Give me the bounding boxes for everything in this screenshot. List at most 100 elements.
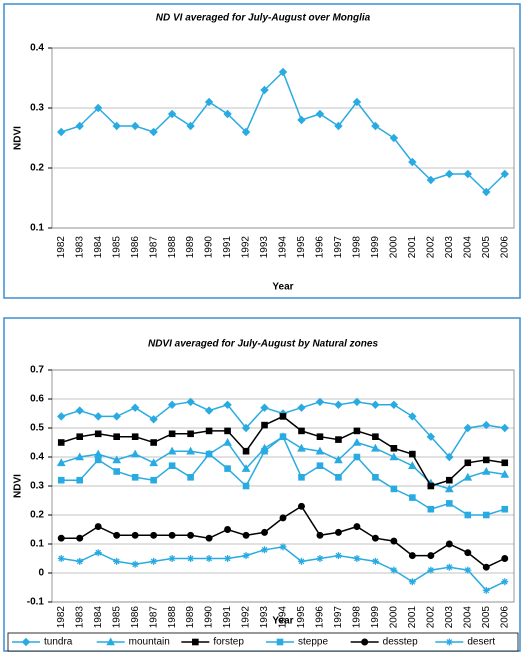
marker [260,403,269,412]
marker [205,534,213,542]
x-tick-label: 1986 [130,236,141,259]
x-tick-label: 2004 [462,236,473,259]
marker [241,423,251,433]
marker [76,557,84,565]
marker [446,500,453,507]
marker [390,485,398,493]
marker [75,452,85,461]
marker [371,443,380,452]
marker [427,482,435,490]
marker [482,420,491,430]
marker [150,531,158,539]
marker [481,466,491,475]
marker [57,439,65,446]
marker [149,458,158,467]
marker [131,531,139,539]
marker [298,474,305,481]
marker [316,462,324,469]
legend-label: tundra [44,637,73,648]
marker [353,427,361,435]
marker [482,563,490,571]
x-tick-label: 2001 [407,236,418,259]
marker [501,578,509,586]
marker [464,511,472,519]
marker [334,455,343,464]
marker [106,637,116,646]
marker [167,446,177,455]
marker [205,427,213,435]
y-tick-label: 0.3 [30,481,44,492]
marker [501,555,509,562]
marker [113,433,120,440]
x-tick-label: 1992 [241,606,252,629]
marker [260,85,269,95]
marker [279,433,287,440]
marker [167,400,177,410]
marker [149,127,158,137]
x-tick-label: 1987 [148,606,159,629]
marker [463,472,473,481]
marker [21,637,31,647]
marker [242,531,250,539]
marker [279,543,287,551]
x-tick-label: 2000 [389,606,400,629]
marker [335,436,342,443]
x-tick-label: 1994 [278,606,289,629]
x-tick-label: 1997 [333,236,344,259]
marker [352,397,362,407]
marker [371,534,379,542]
marker [57,476,65,484]
marker [186,446,195,455]
marker [500,469,510,478]
marker [482,511,490,519]
marker [371,400,380,410]
marker [223,400,232,410]
x-tick-label: 1995 [296,606,307,629]
x-tick-label: 1983 [74,236,85,259]
marker [371,557,379,565]
x-tick-label: 2006 [499,606,510,629]
marker [390,445,398,452]
marker [131,474,139,481]
marker [427,505,435,513]
chart-title: NDVI averaged for July-August by Natural… [148,339,378,350]
marker [186,397,195,407]
marker [224,555,232,562]
marker [426,175,436,185]
x-tick-label: 2001 [407,606,418,629]
marker [297,403,306,412]
x-tick-label: 1998 [352,236,363,259]
marker [130,449,140,458]
marker [445,563,453,571]
marker [501,459,509,467]
x-tick-label: 1989 [185,606,196,629]
marker [389,133,399,143]
x-tick-label: 1999 [370,606,381,629]
marker [353,523,361,531]
y-tick-label: 0.2 [30,510,44,521]
marker [501,505,509,513]
x-tick-label: 2005 [481,606,492,629]
marker [204,97,214,107]
x-tick-label: 1986 [130,606,141,629]
x-tick-label: 1985 [111,236,122,259]
marker [76,433,84,440]
marker [463,169,473,179]
x-tick-label: 1992 [241,236,252,259]
legend-label: desert [467,637,495,648]
marker [130,403,140,412]
marker [298,502,305,510]
x-tick-label: 1982 [56,236,67,259]
marker [168,430,176,438]
marker [334,121,343,131]
marker [57,555,65,562]
y-tick-label: 0.4 [30,43,44,54]
marker [500,169,509,179]
marker [353,555,361,562]
marker [93,103,103,113]
marker [409,494,416,501]
marker [371,121,380,131]
marker [150,557,158,565]
marker [113,531,121,539]
